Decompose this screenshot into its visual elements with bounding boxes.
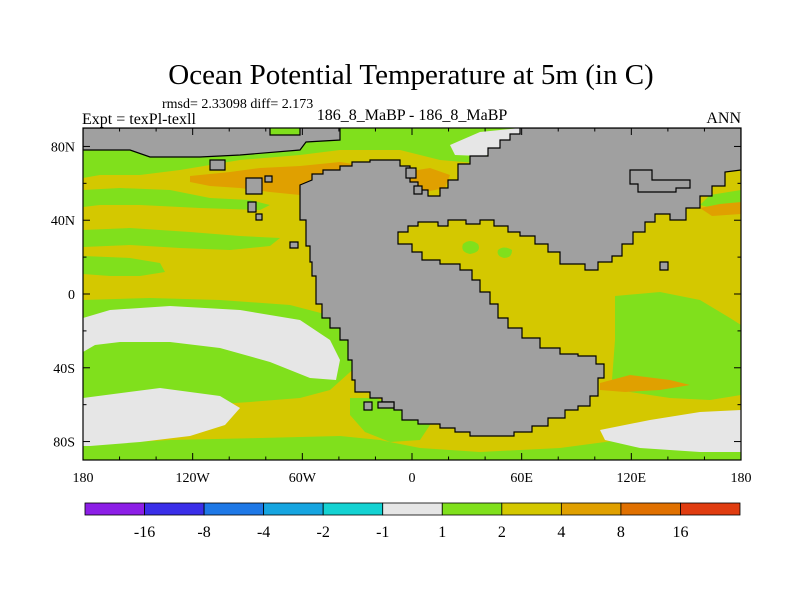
- land-island: [255, 213, 263, 221]
- y-tick-label: 40N: [51, 214, 75, 229]
- colorbar-label: -4: [257, 524, 270, 541]
- x-tick-label: 180: [731, 471, 752, 486]
- field-range-1-2: [83, 228, 280, 250]
- colorbar-swatch: [203, 502, 265, 516]
- colorbar: -16 -8 -4 -2 -1 1 2 4 8 16: [84, 502, 741, 541]
- field-range-1-2: [462, 241, 479, 254]
- temperature-difference-map: [83, 128, 741, 460]
- colorbar-label: 8: [617, 524, 625, 541]
- land-pangea: [299, 128, 741, 437]
- axes: 180 120W 60W 0 60E 120E 180 80N 40N 0 40S 80S: [51, 128, 752, 486]
- land-island: [209, 159, 226, 171]
- experiment-label: Expt = texPl-texll: [82, 111, 196, 128]
- land-north-east: [629, 169, 691, 193]
- colorbar-label: 2: [498, 524, 506, 541]
- case-label: 186_8_MaBP - 186_8_MaBP: [317, 107, 508, 124]
- colorbar-swatch: [501, 502, 562, 516]
- colorbar-swatch: [620, 502, 681, 516]
- colorbar-swatch: [84, 502, 145, 516]
- colorbar-label: 1: [438, 524, 446, 541]
- colorbar-swatch: [322, 502, 384, 516]
- land-north-west: [83, 128, 341, 158]
- land-island: [245, 177, 263, 195]
- x-tick-label: 60W: [289, 471, 317, 486]
- colorbar-swatch: [263, 502, 324, 516]
- field-near-zero: [83, 388, 240, 446]
- land-island: [289, 241, 299, 249]
- land-island: [264, 175, 273, 183]
- colorbar-swatch: [680, 502, 741, 516]
- colorbar-label: 4: [557, 524, 565, 541]
- colorbar-label: -2: [317, 524, 330, 541]
- field-range-1-2: [83, 188, 270, 210]
- field-range-4-8: [600, 375, 690, 392]
- y-tick-label: 80N: [51, 140, 75, 155]
- colorbar-swatch: [382, 502, 443, 516]
- colorbar-swatch: [441, 502, 503, 516]
- x-tick-label: 120W: [176, 471, 211, 486]
- field-range-1-2: [612, 292, 741, 400]
- x-tick-label: 120E: [617, 471, 647, 486]
- field-range-1-2: [83, 256, 165, 276]
- land-island: [247, 201, 257, 213]
- field-range-1-2: [83, 428, 741, 460]
- y-tick-label: 40S: [53, 362, 75, 377]
- colorbar-label: -16: [134, 524, 155, 541]
- field-near-zero: [600, 410, 741, 452]
- colorbar-label: -8: [197, 524, 210, 541]
- x-tick-label: 0: [409, 471, 416, 486]
- land-island: [363, 401, 373, 411]
- land-island: [405, 167, 417, 179]
- colorbar-swatch: [144, 502, 205, 516]
- colorbar-label: -1: [376, 524, 389, 541]
- chart-title: Ocean Potential Temperature at 5m (in C): [168, 59, 653, 91]
- land-island: [413, 185, 423, 195]
- y-tick-label: 80S: [53, 436, 75, 451]
- field-range-4-8: [700, 202, 741, 216]
- land-island: [377, 401, 395, 409]
- colorbar-label: 16: [672, 524, 688, 541]
- x-tick-label: 60E: [510, 471, 533, 486]
- field-near-zero: [83, 306, 340, 380]
- land-masses: [83, 128, 741, 437]
- y-tick-label: 0: [68, 288, 75, 303]
- stats-label: rmsd= 2.33098 diff= 2.173: [162, 97, 313, 112]
- field-range-1-2: [497, 247, 512, 258]
- x-tick-label: 180: [73, 471, 94, 486]
- land-island: [659, 261, 669, 271]
- colorbar-swatch: [560, 502, 622, 516]
- season-label: ANN: [706, 110, 741, 127]
